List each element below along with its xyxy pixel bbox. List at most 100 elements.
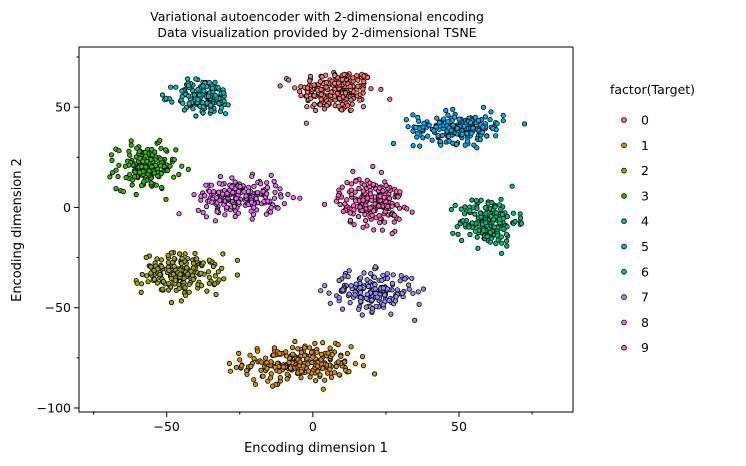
point-series-9 — [371, 227, 377, 233]
point-series-7 — [409, 275, 415, 281]
point-series-6 — [487, 117, 493, 123]
y-tick-label: −100 — [37, 400, 71, 415]
point-series-5 — [208, 107, 214, 114]
point-series-3 — [148, 156, 154, 163]
point-series-0 — [355, 83, 361, 89]
point-series-2 — [143, 254, 149, 260]
point-series-2 — [186, 281, 192, 287]
point-series-9 — [353, 178, 359, 184]
point-series-1 — [314, 349, 320, 355]
point-series-3 — [107, 174, 113, 180]
point-series-6 — [480, 124, 486, 130]
scatter-points — [107, 69, 528, 392]
point-series-6 — [467, 120, 474, 126]
point-series-1 — [255, 348, 261, 354]
point-series-4 — [498, 250, 505, 256]
point-series-2 — [134, 280, 140, 286]
point-series-5 — [186, 93, 192, 99]
point-series-8 — [224, 204, 230, 210]
point-series-7 — [399, 290, 405, 296]
point-series-6 — [446, 138, 452, 144]
point-series-6 — [482, 114, 488, 120]
point-series-3 — [120, 189, 127, 195]
point-series-4 — [498, 196, 504, 202]
point-series-3 — [128, 138, 134, 144]
point-series-6 — [448, 127, 454, 133]
point-series-1 — [277, 350, 283, 356]
point-series-6 — [413, 124, 419, 130]
point-series-1 — [305, 368, 311, 374]
point-series-0 — [304, 104, 310, 110]
point-series-9 — [381, 194, 387, 200]
point-series-9 — [337, 201, 343, 208]
point-series-9 — [378, 169, 384, 175]
point-series-0 — [323, 84, 329, 90]
point-series-7 — [361, 270, 367, 276]
series-4 — [448, 183, 525, 256]
point-series-6 — [443, 107, 449, 114]
point-series-3 — [109, 170, 116, 176]
point-series-3 — [143, 149, 149, 155]
point-series-1 — [298, 368, 304, 374]
point-series-7 — [390, 272, 396, 278]
point-series-2 — [210, 263, 216, 270]
x-tick-label: 0 — [309, 419, 317, 434]
legend-marker — [621, 142, 627, 149]
point-series-2 — [158, 257, 165, 263]
y-axis-ticks: 50 0 −50 −100 — [37, 56, 79, 415]
point-series-2 — [221, 276, 227, 282]
point-series-7 — [405, 282, 412, 288]
point-series-8 — [248, 208, 254, 214]
point-series-3 — [153, 182, 159, 188]
point-series-1 — [264, 359, 270, 366]
series-8 — [176, 171, 303, 224]
point-series-7 — [386, 297, 392, 304]
point-series-5 — [195, 97, 201, 103]
legend-label: 2 — [641, 163, 649, 178]
point-series-8 — [230, 189, 236, 196]
point-series-6 — [431, 128, 437, 134]
point-series-8 — [268, 172, 274, 178]
point-series-5 — [169, 99, 175, 105]
point-series-2 — [148, 264, 154, 270]
point-series-3 — [143, 164, 149, 170]
point-series-5 — [205, 93, 211, 99]
legend-marker — [621, 117, 627, 123]
point-series-6 — [429, 137, 435, 143]
point-series-8 — [249, 199, 255, 205]
point-series-9 — [352, 198, 359, 204]
point-series-8 — [216, 180, 222, 186]
point-series-3 — [108, 152, 115, 158]
point-series-3 — [113, 186, 119, 192]
point-series-6 — [464, 130, 470, 137]
point-series-8 — [290, 195, 296, 201]
point-series-9 — [409, 209, 415, 215]
point-series-4 — [517, 215, 524, 221]
point-series-3 — [158, 171, 164, 177]
point-series-9 — [385, 203, 391, 210]
legend-title: factor(Target) — [610, 82, 695, 97]
legend-label: 6 — [641, 264, 649, 279]
point-series-2 — [168, 275, 174, 281]
point-series-8 — [203, 203, 210, 210]
legend-marker — [621, 243, 627, 250]
point-series-0 — [344, 103, 351, 109]
point-series-8 — [255, 190, 261, 196]
point-series-3 — [148, 180, 154, 186]
point-series-2 — [154, 256, 160, 262]
point-series-1 — [283, 353, 289, 359]
series-7 — [318, 264, 427, 323]
point-series-4 — [472, 228, 478, 234]
x-tick-label: 50 — [451, 419, 467, 434]
point-series-9 — [350, 168, 356, 174]
plot-frame — [78, 46, 574, 413]
point-series-2 — [199, 282, 205, 289]
point-series-2 — [177, 271, 183, 277]
point-series-2 — [206, 274, 212, 280]
point-series-1 — [265, 378, 271, 384]
point-series-4 — [512, 218, 518, 225]
point-series-1 — [251, 355, 257, 362]
point-series-4 — [504, 243, 510, 249]
point-series-2 — [212, 281, 218, 287]
point-series-7 — [352, 292, 358, 298]
